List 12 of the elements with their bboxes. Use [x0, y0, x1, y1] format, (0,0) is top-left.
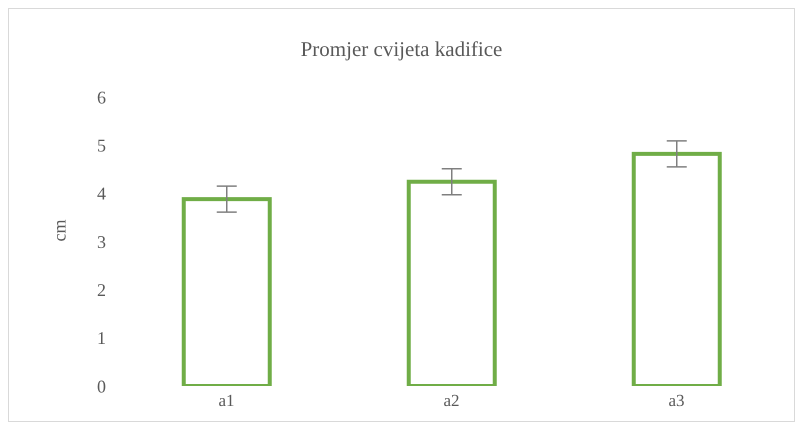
x-tick-label: a2 — [443, 391, 460, 410]
y-tick-label: 5 — [97, 136, 106, 156]
x-tick-label: a3 — [668, 391, 685, 410]
y-tick-label: 1 — [97, 328, 106, 348]
y-axis-title: cm — [49, 220, 70, 242]
y-tick-label: 0 — [97, 376, 106, 396]
y-tick-label: 6 — [97, 87, 106, 108]
y-tick-label: 4 — [97, 184, 106, 204]
y-tick-label: 3 — [97, 232, 106, 252]
x-tick-label: a1 — [218, 391, 235, 410]
y-tick-label: 2 — [97, 280, 106, 300]
chart-title: Promjer cvijeta kadifice — [300, 37, 504, 62]
